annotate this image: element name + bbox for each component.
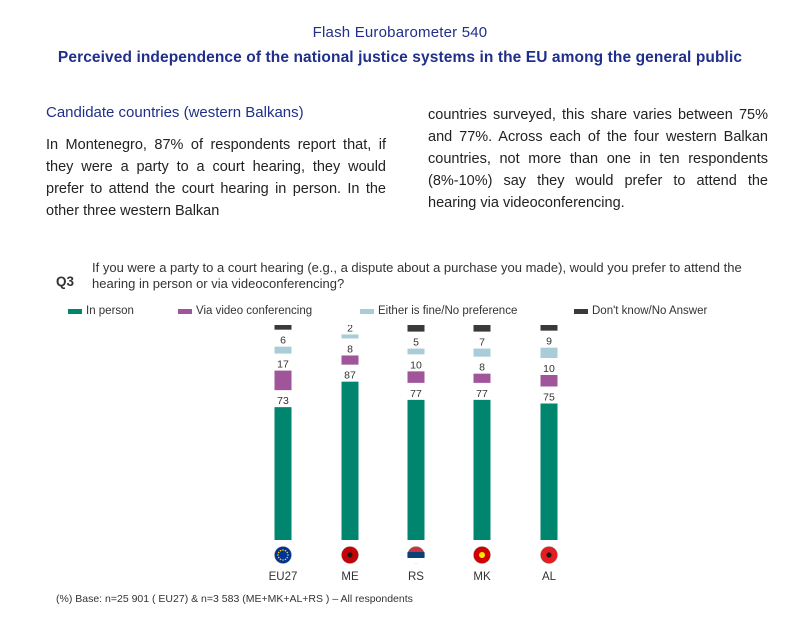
eu-star-icon — [286, 556, 289, 559]
legend-item-either: Either is fine/No preference — [360, 305, 517, 317]
eu-star-icon — [277, 551, 280, 554]
data-label-video-eu27: 17 — [277, 359, 289, 371]
left-paragraph: In Montenegro, 87% of respondents report… — [46, 137, 386, 219]
data-label-video-al: 10 — [543, 363, 555, 375]
eu-star-icon — [279, 549, 282, 552]
data-label-either-me: 2 — [347, 325, 353, 334]
bar-segment-in-person-mk — [473, 399, 491, 540]
data-label-in-person-mk: 77 — [476, 388, 488, 400]
eu-star-icon — [284, 558, 287, 561]
legend-swatch-dont-know — [574, 308, 588, 314]
legend-item-in-person: In person — [68, 305, 134, 317]
category-label-eu27: EU27 — [269, 571, 298, 583]
data-label-either-al: 9 — [546, 336, 552, 348]
macedonia-sun-icon — [479, 552, 485, 558]
legend-swatch-video — [178, 308, 192, 314]
flag-emblem-icon — [347, 552, 353, 558]
flag-emblem-icon — [546, 552, 552, 558]
data-label-in-person-al: 75 — [543, 392, 555, 404]
bar-segment-either-eu27 — [274, 346, 292, 354]
category-label-me: ME — [341, 571, 359, 583]
eu-star-icon — [287, 554, 289, 556]
legend-label: In person — [86, 305, 134, 317]
legend-label: Either is fine/No preference — [378, 305, 518, 317]
bar-segment-either-me — [341, 334, 359, 339]
bar-segment-dont-know-mk — [473, 325, 491, 332]
data-label-video-rs: 10 — [410, 359, 422, 371]
bar-segment-either-mk — [473, 348, 491, 357]
question-label: Q3 — [56, 274, 75, 289]
chart-legend: In person Via video conferencing Either … — [60, 305, 760, 321]
page-header: Flash Eurobarometer 540 Perceived indepe… — [0, 24, 800, 67]
legend-item-video: Via video conferencing — [178, 305, 312, 317]
eu-star-icon — [277, 556, 280, 559]
data-label-video-mk: 8 — [479, 362, 485, 374]
bar-segment-dont-know-rs — [407, 325, 425, 332]
page-title: Perceived independence of the national j… — [57, 49, 743, 66]
right-paragraph: countries surveyed, this share varies be… — [428, 107, 768, 211]
stacked-bar-chart: 731765EU2787823ME771058RS77878MK751096AL — [269, 325, 558, 583]
bar-segment-in-person-eu27 — [274, 407, 292, 540]
legend-label: Via video conferencing — [196, 305, 313, 317]
bar-segment-either-rs — [407, 348, 425, 355]
bar-segment-video-eu27 — [274, 370, 292, 391]
bar-segment-video-rs — [407, 371, 425, 383]
bar-segment-dont-know-eu27 — [274, 325, 292, 330]
bar-segment-video-mk — [473, 373, 491, 383]
data-label-in-person-rs: 77 — [410, 388, 422, 400]
legend-swatch-in-person — [68, 308, 82, 314]
serbia-flag-stripe — [407, 558, 425, 564]
survey-name: Flash Eurobarometer 540 — [312, 24, 488, 41]
bar-segment-either-al — [540, 347, 558, 358]
base-footnote: (%) Base: n=25 901 ( EU27) & n=3 583 (ME… — [56, 593, 413, 605]
eu-flag-icon — [274, 546, 292, 564]
bar-segment-dont-know-al — [540, 325, 558, 331]
bar-segment-video-me — [341, 355, 359, 365]
category-label-al: AL — [542, 571, 557, 583]
serbia-flag-stripe — [407, 552, 425, 558]
bar-segment-video-al — [540, 375, 558, 387]
data-label-either-rs: 5 — [413, 337, 419, 349]
bar-segment-in-person-al — [540, 403, 558, 540]
data-label-either-mk: 7 — [479, 337, 485, 349]
eu-star-icon — [277, 554, 279, 556]
data-label-either-eu27: 6 — [280, 335, 286, 347]
legend-swatch-either — [360, 308, 374, 314]
bar-segment-in-person-me — [341, 381, 359, 540]
category-label-rs: RS — [408, 571, 424, 583]
category-label-mk: MK — [473, 571, 491, 583]
question-text: If you were a party to a court hearing (… — [92, 260, 742, 291]
eu-star-icon — [284, 549, 287, 552]
data-label-video-me: 8 — [347, 343, 353, 355]
eu-star-icon — [282, 559, 284, 561]
section-heading: Candidate countries (western Balkans) — [46, 104, 304, 121]
eu-star-icon — [286, 551, 289, 554]
data-label-in-person-eu27: 73 — [277, 395, 289, 407]
eu-star-icon — [282, 549, 284, 551]
legend-label: Don't know/No Answer — [592, 305, 708, 317]
bar-segment-in-person-rs — [407, 399, 425, 540]
data-label-in-person-me: 87 — [344, 370, 356, 382]
eu-star-icon — [279, 558, 282, 561]
legend-item-dont-know: Don't know/No Answer — [574, 305, 707, 317]
